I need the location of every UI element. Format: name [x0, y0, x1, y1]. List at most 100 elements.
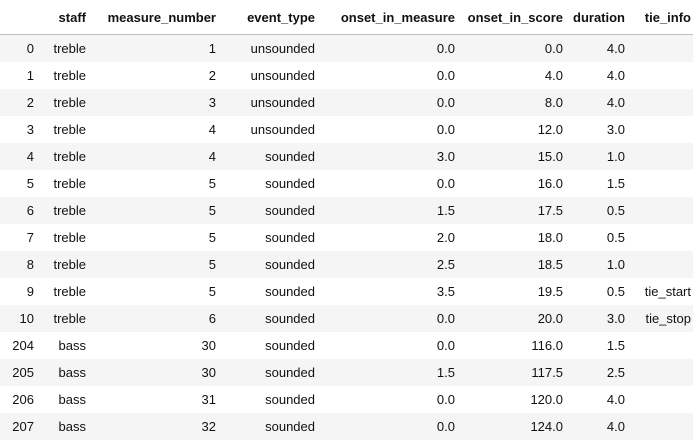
row-index: 0 [0, 35, 40, 63]
staff-cell: bass [40, 386, 91, 413]
tie-info-cell [641, 116, 693, 143]
event-type-cell: sounded [228, 197, 319, 224]
onset-in-measure-cell: 2.0 [319, 224, 459, 251]
row-index: 6 [0, 197, 40, 224]
tie-info-header: tie_info [641, 0, 693, 35]
tie-info-cell [641, 170, 693, 197]
measure-number-header: measure_number [91, 0, 228, 35]
onset-in-score-cell: 124.0 [459, 413, 569, 440]
row-index: 205 [0, 359, 40, 386]
onset-in-score-cell: 12.0 [459, 116, 569, 143]
event-type-cell: sounded [228, 305, 319, 332]
onset-in-measure-cell: 0.0 [319, 170, 459, 197]
tie-info-cell [641, 143, 693, 170]
event-type-cell: sounded [228, 170, 319, 197]
event-type-cell: unsounded [228, 35, 319, 63]
tie-info-cell [641, 89, 693, 116]
measure-number-cell: 4 [91, 116, 228, 143]
measure-number-cell: 6 [91, 305, 228, 332]
row-index: 5 [0, 170, 40, 197]
onset-in-measure-cell: 0.0 [319, 386, 459, 413]
onset-in-score-cell: 0.0 [459, 35, 569, 63]
event-type-cell: sounded [228, 359, 319, 386]
measure-number-cell: 30 [91, 332, 228, 359]
onset-in-score-cell: 15.0 [459, 143, 569, 170]
duration-cell: 3.0 [569, 116, 641, 143]
onset-in-measure-cell: 0.0 [319, 62, 459, 89]
event-type-cell: unsounded [228, 116, 319, 143]
staff-cell: treble [40, 89, 91, 116]
onset-in-measure-cell: 1.5 [319, 359, 459, 386]
onset-in-score-cell: 18.0 [459, 224, 569, 251]
row-index: 9 [0, 278, 40, 305]
onset-in-measure-header: onset_in_measure [319, 0, 459, 35]
row-index: 1 [0, 62, 40, 89]
measure-number-cell: 5 [91, 170, 228, 197]
event-type-header: event_type [228, 0, 319, 35]
onset-in-score-cell: 17.5 [459, 197, 569, 224]
measure-number-cell: 2 [91, 62, 228, 89]
onset-in-measure-cell: 1.5 [319, 197, 459, 224]
tie-info-cell [641, 224, 693, 251]
staff-cell: treble [40, 170, 91, 197]
measure-number-cell: 5 [91, 251, 228, 278]
tie-info-cell [641, 386, 693, 413]
onset-in-measure-cell: 0.0 [319, 35, 459, 63]
event-type-cell: sounded [228, 224, 319, 251]
tie-info-cell [641, 35, 693, 63]
tie-info-cell [641, 332, 693, 359]
measure-number-cell: 32 [91, 413, 228, 440]
onset-in-measure-cell: 0.0 [319, 332, 459, 359]
tie-info-cell [641, 62, 693, 89]
row-index: 3 [0, 116, 40, 143]
event-type-cell: unsounded [228, 89, 319, 116]
onset-in-measure-cell: 0.0 [319, 305, 459, 332]
onset-in-measure-cell: 0.0 [319, 413, 459, 440]
staff-cell: treble [40, 305, 91, 332]
event-type-cell: sounded [228, 251, 319, 278]
duration-cell: 1.5 [569, 332, 641, 359]
row-index: 207 [0, 413, 40, 440]
measure-number-cell: 5 [91, 197, 228, 224]
duration-cell: 0.5 [569, 278, 641, 305]
duration-cell: 2.5 [569, 359, 641, 386]
tie-info-cell [641, 251, 693, 278]
onset-in-score-header: onset_in_score [459, 0, 569, 35]
onset-in-score-cell: 18.5 [459, 251, 569, 278]
staff-cell: treble [40, 35, 91, 63]
duration-cell: 4.0 [569, 89, 641, 116]
index-header [0, 0, 40, 35]
onset-in-measure-cell: 2.5 [319, 251, 459, 278]
onset-in-score-cell: 120.0 [459, 386, 569, 413]
tie-info-cell: tie_stop [641, 305, 693, 332]
measure-number-cell: 31 [91, 386, 228, 413]
onset-in-measure-cell: 3.0 [319, 143, 459, 170]
staff-cell: treble [40, 197, 91, 224]
duration-header: duration [569, 0, 641, 35]
row-index: 10 [0, 305, 40, 332]
onset-in-measure-cell: 3.5 [319, 278, 459, 305]
staff-cell: bass [40, 413, 91, 440]
row-index: 4 [0, 143, 40, 170]
onset-in-score-cell: 4.0 [459, 62, 569, 89]
onset-in-measure-cell: 0.0 [319, 116, 459, 143]
staff-cell: treble [40, 278, 91, 305]
duration-cell: 0.5 [569, 197, 641, 224]
duration-cell: 4.0 [569, 62, 641, 89]
duration-cell: 1.5 [569, 170, 641, 197]
measure-number-cell: 5 [91, 224, 228, 251]
